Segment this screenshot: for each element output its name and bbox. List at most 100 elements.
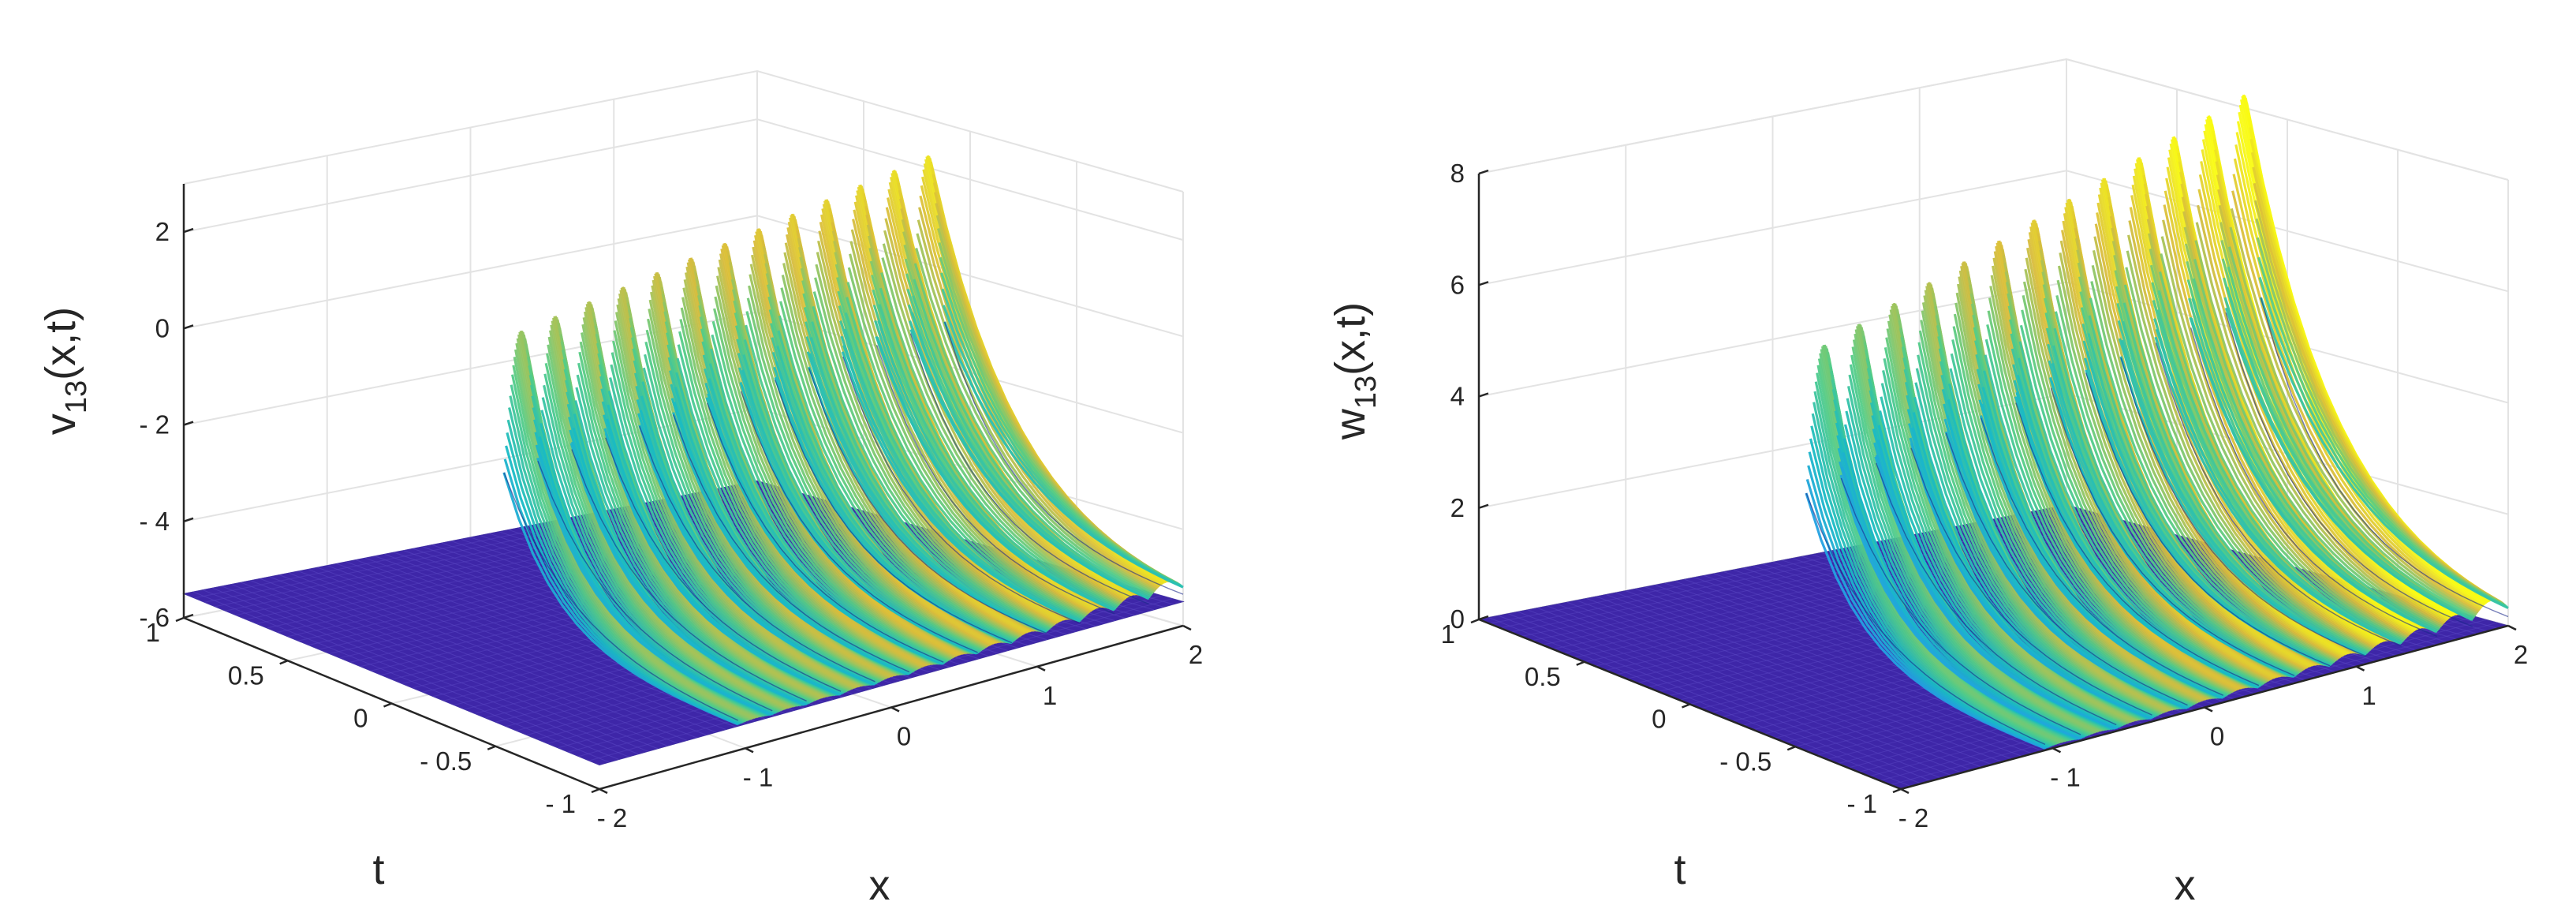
t-tick-mark <box>175 616 185 623</box>
mesh-line <box>1488 617 1912 787</box>
grid-line <box>183 311 1184 434</box>
z-tick-label: 2 <box>1450 493 1465 522</box>
mesh-line <box>1537 608 1962 773</box>
x-tick-label: 1 <box>1043 681 1057 710</box>
x-tick-mark <box>1182 624 1192 631</box>
mesh-line <box>298 570 717 733</box>
t-tick-label: 0 <box>1652 705 1666 734</box>
surface-strip <box>843 328 1083 621</box>
surface-strip <box>846 297 1085 619</box>
x-tick-mark <box>890 706 900 713</box>
surface-strip <box>711 320 950 661</box>
mesh-line <box>212 587 629 758</box>
mesh-line <box>1606 594 2033 754</box>
t-tick-mark <box>1682 703 1690 709</box>
z-label-tail: (x,t) <box>1327 302 1374 376</box>
lobe-line <box>503 472 739 721</box>
mesh-line <box>1518 611 1942 779</box>
surface-strip <box>2123 284 2371 653</box>
z-tick-mark <box>1478 503 1489 509</box>
surface-strip <box>776 345 1015 642</box>
surface-strip <box>675 372 913 674</box>
z-tick-mark <box>183 613 194 619</box>
surface-strip <box>2091 264 2338 662</box>
t-tick-mark <box>591 787 600 794</box>
surface-strip <box>2050 380 2296 678</box>
surface-strip <box>2021 309 2266 685</box>
surface-strip <box>2227 266 2476 619</box>
mesh-line <box>269 576 688 741</box>
surface-strip <box>1947 398 2191 709</box>
lobe-line <box>2260 297 2509 618</box>
t-tick-label: 1 <box>1441 619 1455 649</box>
surface-strip <box>809 337 1049 632</box>
mesh-line <box>1576 600 2003 762</box>
grid-line <box>1478 58 2509 181</box>
surface-strip <box>943 321 1184 589</box>
surface-strip <box>882 243 1122 604</box>
surface-strip <box>2233 158 2483 609</box>
surface-strip <box>2054 311 2300 675</box>
surface-strip <box>2055 295 2302 674</box>
surface-strip <box>746 297 985 650</box>
t-tick-mark <box>1892 787 1902 794</box>
mesh-line <box>222 585 639 755</box>
lobe-line <box>1981 417 2223 696</box>
surface-strip <box>878 304 1118 609</box>
mesh-line <box>1586 597 2013 760</box>
surface-strip <box>884 218 1125 602</box>
mesh-line <box>327 565 746 725</box>
surface-strip <box>2092 249 2339 661</box>
grid-line <box>1478 58 2509 181</box>
grid-line <box>183 69 1184 193</box>
surface-strip <box>2119 356 2366 657</box>
surface-strip <box>847 267 1088 617</box>
z-tick-label: 6 <box>1450 270 1465 299</box>
z-tick-mark <box>1478 169 1489 175</box>
z-axis-label: w13(x,t) <box>1327 302 1383 440</box>
x-axis-label: x <box>869 862 890 909</box>
lobe-line <box>741 391 978 653</box>
t-axis-label: t <box>1674 846 1686 893</box>
surface-strip <box>812 305 1051 630</box>
surface-strip <box>707 393 945 665</box>
z-tick-label: 0 <box>155 313 170 342</box>
t-tick-mark <box>487 745 496 750</box>
mesh-line <box>1508 613 1932 782</box>
lobe-line <box>673 414 910 673</box>
surface-strip <box>2155 328 2403 645</box>
surface-strip <box>2126 250 2373 650</box>
t-tick-mark <box>1576 660 1585 666</box>
surface-strip <box>808 366 1047 634</box>
lobe-line <box>605 437 842 692</box>
x-tick-label: - 1 <box>2050 762 2081 791</box>
z-label-sub: 13 <box>60 380 93 413</box>
mesh-line <box>1566 601 1992 765</box>
lobe-line <box>2015 402 2260 686</box>
t-tick-mark <box>383 702 392 708</box>
surface-strip <box>2018 341 2264 686</box>
surface-strip <box>715 285 954 660</box>
surface-strip <box>913 263 1155 595</box>
surface-strip <box>781 275 1021 638</box>
lobe-line <box>537 460 773 712</box>
surface-strip <box>2087 333 2333 665</box>
surface-strip <box>877 320 1117 610</box>
plot-v13: - 6 - 4 - 2 0 2 - 1 - 0.5 0 0.5 1 - 2 - 1 0 1 2 x t v13(x… <box>37 69 1203 909</box>
x-tick-label: 2 <box>2514 640 2528 669</box>
x-axis-label: x <box>2175 862 2196 909</box>
lobe-line <box>1910 447 2152 716</box>
lobe-line <box>2190 327 2437 638</box>
lobe-line <box>1945 432 2188 706</box>
surface-strip <box>2053 327 2299 675</box>
lobe-line <box>875 345 1115 615</box>
surface-strip <box>849 253 1088 616</box>
surface-strip <box>2122 302 2370 653</box>
surface-strip <box>714 296 953 660</box>
surface <box>1477 94 2510 790</box>
surface-strip <box>2227 246 2477 617</box>
surface-strip <box>2156 309 2404 643</box>
surface-strip <box>779 301 1018 640</box>
surface-strip <box>2224 307 2473 622</box>
